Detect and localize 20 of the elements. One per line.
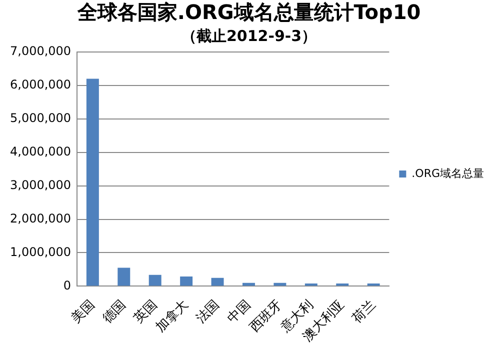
bar bbox=[86, 78, 99, 286]
y-tick-label: 6,000,000 bbox=[10, 78, 72, 92]
x-tick-label: 荷兰 bbox=[350, 297, 379, 326]
y-tick-label: 5,000,000 bbox=[10, 111, 72, 126]
x-tick-label: 德国 bbox=[100, 297, 130, 326]
chart-subtitle: （截止2012-9-3） bbox=[181, 26, 317, 45]
legend-label: .ORG域名总量 bbox=[412, 166, 484, 180]
x-tick-label: 法国 bbox=[194, 297, 223, 326]
y-tick-label: 0 bbox=[63, 278, 72, 292]
x-tick-label: 美国 bbox=[68, 296, 98, 326]
bar bbox=[211, 278, 224, 286]
bar bbox=[180, 276, 193, 286]
y-tick-label: 7,000,000 bbox=[10, 44, 72, 58]
bar bbox=[118, 268, 130, 286]
chart-title: 全球各国家.ORG域名总量统计Top10 bbox=[76, 0, 421, 24]
y-tick-label: 2,000,000 bbox=[10, 211, 72, 226]
y-tick-label: 3,000,000 bbox=[10, 178, 72, 192]
bar bbox=[148, 274, 162, 286]
y-tick-label: 4,000,000 bbox=[10, 144, 72, 158]
y-tick-label: 1,000,000 bbox=[10, 244, 72, 259]
